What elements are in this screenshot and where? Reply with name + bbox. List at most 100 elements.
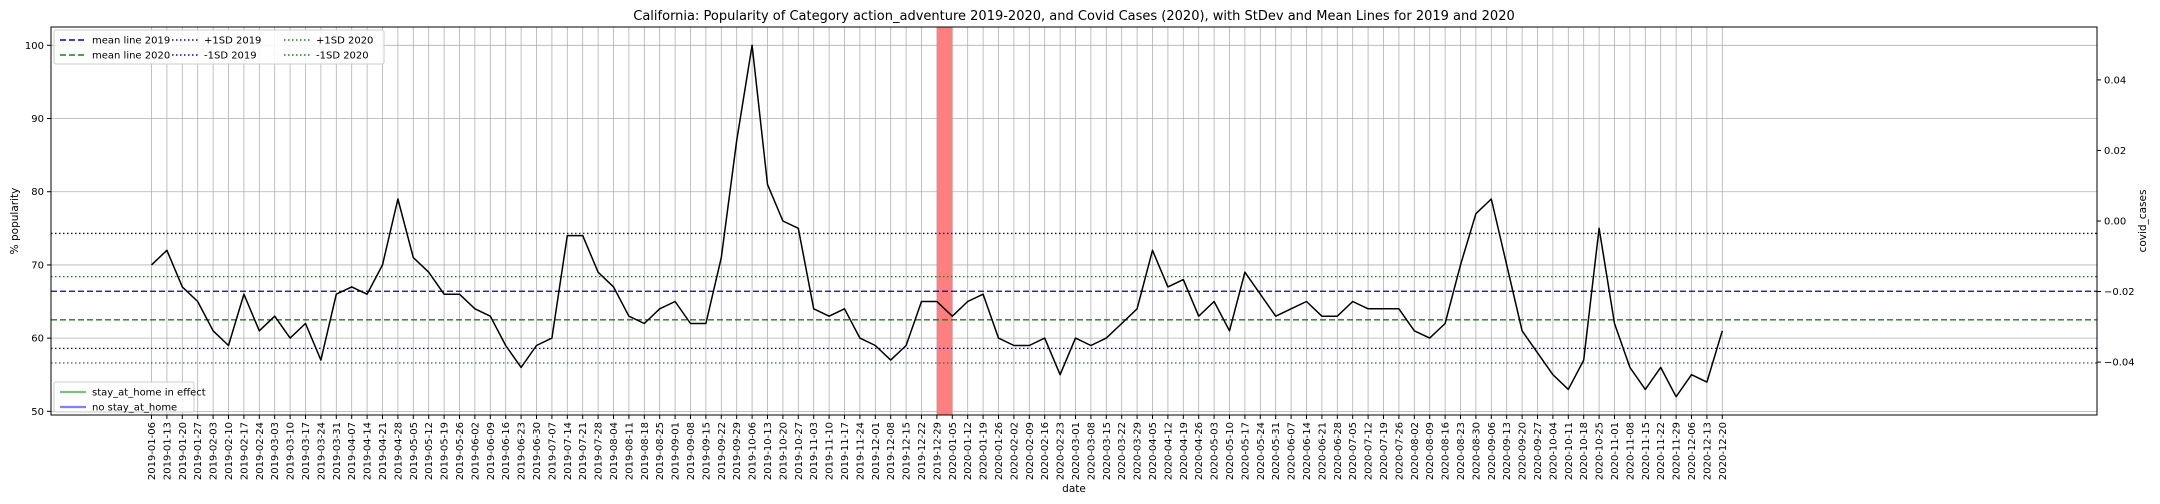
x-tick-label: 2019-01-20 (178, 422, 189, 480)
legend-entry: mean line 2019 (92, 36, 170, 47)
x-tick-label: 2019-12-15 (902, 422, 913, 480)
x-tick-label: 2020-05-10 (1225, 422, 1236, 480)
x-tick-label: 2019-07-21 (578, 422, 589, 480)
x-tick-label: 2020-08-02 (1410, 422, 1421, 480)
x-tick-label: 2020-09-20 (1518, 422, 1529, 480)
legend-reference-lines: mean line 2019 mean line 2020 +1SD 2019 -1S… (53, 29, 385, 65)
x-tick-label: 2019-04-21 (378, 422, 389, 480)
y-tick-label: 80 (31, 187, 44, 198)
x-tick-label: 2020-03-15 (1102, 422, 1113, 480)
y2-tick-label: −0.04 (2104, 358, 2135, 369)
x-tick-label: 2020-03-22 (1117, 422, 1128, 480)
x-tick-label: 2020-10-04 (1548, 422, 1559, 480)
x-tick-label: 2020-09-27 (1533, 422, 1544, 480)
x-tick-label: 2020-08-09 (1425, 422, 1436, 480)
x-tick-label: 2019-09-15 (701, 422, 712, 480)
x-tick-label: 2019-03-31 (332, 422, 343, 480)
x-tick-label: 2020-10-11 (1564, 422, 1575, 480)
x-tick-label: 2020-07-26 (1394, 422, 1405, 480)
x-tick-label: 2019-10-27 (794, 422, 805, 480)
y2-tick-label: 0.00 (2104, 217, 2126, 228)
x-tick-label: 2020-01-19 (979, 422, 990, 480)
x-tick-label: 2019-11-10 (825, 422, 836, 480)
x-tick-label: 2019-08-18 (640, 422, 651, 480)
x-tick-label: 2020-08-23 (1456, 422, 1467, 480)
stay-at-home-band (936, 27, 953, 415)
x-tick-label: 2019-05-12 (424, 422, 435, 480)
x-tick-label: 2019-07-14 (563, 422, 574, 480)
x-tick-label: 2020-10-25 (1595, 422, 1606, 480)
x-tick-label: 2020-09-06 (1487, 422, 1498, 480)
x-tick-label: 2019-11-03 (809, 422, 820, 480)
x-tick-label: 2019-06-16 (501, 422, 512, 480)
x-tick-label: 2020-02-02 (1009, 422, 1020, 480)
x-tick-label: 2020-06-07 (1287, 422, 1298, 480)
x-tick-label: 2019-09-29 (732, 422, 743, 480)
y2-tick-label: 0.02 (2104, 146, 2126, 157)
y-tick-label: 70 (31, 260, 44, 271)
y-tick-label: 50 (31, 407, 44, 418)
y2-axis-ticks: 0.04 0.02 0.00 −0.02 −0.04 (2097, 75, 2135, 369)
popularity-line (150, 44, 1724, 398)
x-tick-label: 2019-11-24 (855, 422, 866, 480)
x-tick-label: 2020-06-21 (1317, 422, 1328, 480)
x-tick-label: 2020-06-14 (1302, 422, 1313, 480)
x-tick-label: 2019-08-25 (655, 422, 666, 480)
series-lines (150, 44, 1724, 398)
x-tick-label: 2020-05-31 (1271, 422, 1282, 480)
y2-tick-label: −0.02 (2104, 287, 2135, 298)
reference-lines (51, 232, 2097, 364)
legend-entry: -1SD 2019 (204, 51, 257, 62)
x-tick-label: 2019-07-07 (547, 422, 558, 480)
x-tick-label: 2019-01-27 (193, 422, 204, 480)
x-tick-label: 2019-09-08 (686, 422, 697, 480)
x-tick-label: 2019-04-14 (363, 422, 374, 480)
plot-area-frame (50, 26, 2098, 416)
x-tick-label: 2019-09-22 (717, 422, 728, 480)
x-tick-label: 2019-03-24 (316, 422, 327, 480)
x-tick-label: 2019-01-13 (162, 422, 173, 480)
x-tick-label: 2019-06-02 (470, 422, 481, 480)
y-tick-label: 100 (25, 41, 44, 52)
legend-entry: no stay_at_home (92, 403, 177, 414)
x-tick-label: 2020-03-29 (1133, 422, 1144, 480)
x-tick-label: 2019-02-10 (224, 422, 235, 480)
x-tick-label: 2020-11-01 (1610, 422, 1621, 480)
y-tick-label: 60 (31, 334, 44, 345)
x-tick-label: 2020-05-24 (1256, 422, 1267, 480)
legend-entry: +1SD 2019 (204, 36, 261, 47)
legend-stay-at-home: stay_at_home in effect no stay_at_home (53, 381, 206, 414)
x-tick-label: 2020-11-29 (1672, 422, 1683, 480)
x-tick-label: 2019-10-13 (763, 422, 774, 480)
x-tick-label: 2019-05-19 (440, 422, 451, 480)
x-tick-label: 2020-05-17 (1240, 422, 1251, 480)
x-tick-label: 2020-01-05 (948, 422, 959, 480)
x-tick-label: 2020-07-12 (1364, 422, 1375, 480)
x-tick-label: 2019-08-04 (609, 422, 620, 480)
x-tick-label: 2019-03-03 (270, 422, 281, 480)
x-tick-label: 2020-04-19 (1179, 422, 1190, 480)
stay-at-home-span (936, 27, 953, 415)
legend-entry: mean line 2020 (92, 51, 170, 62)
chart-title: California: Popularity of Category actio… (633, 9, 1514, 24)
x-tick-label: 2020-11-15 (1641, 422, 1652, 480)
x-tick-label: 2020-07-05 (1348, 422, 1359, 480)
x-axis-label: date (1062, 483, 1086, 495)
x-tick-label: 2020-04-05 (1148, 422, 1159, 480)
x-tick-label: 2020-02-09 (1025, 422, 1036, 480)
x-tick-label: 2020-12-20 (1718, 422, 1729, 480)
legend-entry: -1SD 2020 (316, 51, 369, 62)
x-tick-label: 2020-12-13 (1702, 422, 1713, 480)
x-tick-label: 2020-09-13 (1502, 422, 1513, 480)
x-tick-label: 2019-03-10 (286, 422, 297, 480)
x-tick-label: 2020-02-23 (1056, 422, 1067, 480)
x-tick-label: 2019-06-30 (532, 422, 543, 480)
x-tick-label: 2019-05-05 (409, 422, 420, 480)
grid-lines (51, 27, 2097, 415)
x-tick-label: 2019-09-01 (671, 422, 682, 480)
y2-axis-label: covid_cases (2137, 190, 2149, 253)
x-tick-label: 2019-02-03 (209, 422, 220, 480)
x-tick-label: 2019-02-17 (239, 422, 250, 480)
x-tick-label: 2019-04-28 (393, 422, 404, 480)
